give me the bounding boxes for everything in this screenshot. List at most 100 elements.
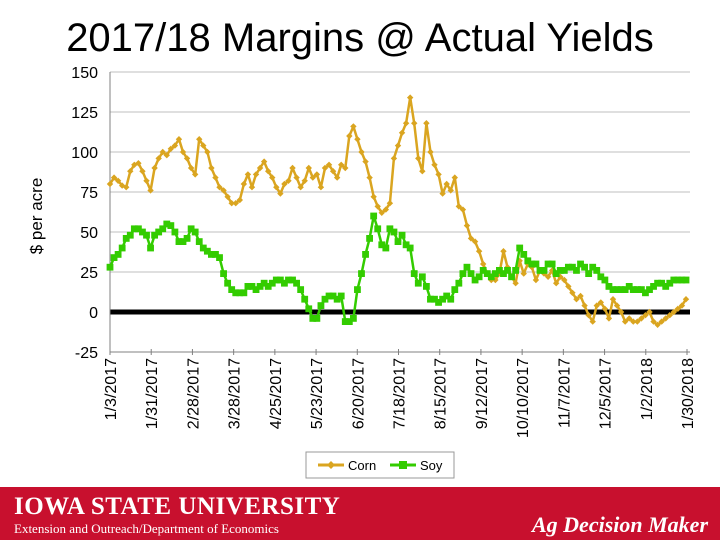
data-point-corn xyxy=(654,321,661,328)
data-point-corn xyxy=(342,164,349,172)
data-point-corn xyxy=(650,318,657,325)
data-point-corn xyxy=(114,177,122,184)
data-point-corn xyxy=(626,315,633,322)
data-point-soy xyxy=(577,260,584,268)
data-point-soy xyxy=(597,273,605,281)
university-wordmark: Iowa State University xyxy=(14,493,341,520)
data-point-corn xyxy=(338,161,345,168)
data-point-corn xyxy=(435,171,442,178)
data-point-corn xyxy=(638,315,645,322)
y-tick-label: 0 xyxy=(89,305,98,322)
data-point-corn xyxy=(354,136,361,143)
margins-chart: -25 0 25 50 75 100 125 150 1/3/2017 1/31/2017 2/28… xyxy=(27,65,697,479)
data-point-corn xyxy=(123,184,130,191)
data-point-soy xyxy=(179,238,187,245)
data-point-soy xyxy=(151,231,159,239)
data-point-corn xyxy=(171,142,179,149)
data-point-soy xyxy=(682,276,690,284)
data-point-soy xyxy=(187,225,195,233)
data-point-corn xyxy=(447,187,454,194)
data-point-corn xyxy=(411,120,418,127)
data-point-soy xyxy=(155,228,163,236)
data-point-corn xyxy=(159,148,166,156)
data-point-corn xyxy=(220,187,227,194)
data-point-corn xyxy=(370,193,377,200)
data-point-soy xyxy=(629,286,637,293)
data-point-corn xyxy=(439,190,446,197)
data-point-soy xyxy=(256,283,264,290)
data-point-corn xyxy=(471,238,479,245)
data-point-soy xyxy=(637,286,645,293)
data-point-corn xyxy=(378,209,385,216)
data-point-corn xyxy=(333,174,341,181)
data-point-soy xyxy=(666,279,674,287)
data-point-soy xyxy=(471,276,479,284)
x-tick-label: 3/28/2017 xyxy=(227,358,244,429)
data-point-corn xyxy=(475,248,483,255)
data-point-soy xyxy=(678,276,686,284)
data-point-soy xyxy=(613,286,621,293)
data-point-soy xyxy=(573,267,580,274)
data-point-soy xyxy=(621,286,629,293)
data-point-corn xyxy=(467,235,475,242)
data-point-corn xyxy=(139,168,146,175)
data-point-corn xyxy=(313,171,321,178)
data-point-corn xyxy=(621,318,629,325)
data-point-corn xyxy=(106,180,114,188)
data-point-corn xyxy=(662,315,669,322)
data-point-corn xyxy=(585,312,592,319)
department-name: Extension and Outreach/Department of Eco… xyxy=(14,521,279,536)
data-point-soy xyxy=(325,292,333,300)
data-point-soy xyxy=(605,283,613,290)
series-corn xyxy=(106,94,690,328)
data-point-soy xyxy=(520,251,528,258)
data-point-soy xyxy=(329,292,337,300)
data-point-corn xyxy=(362,158,369,165)
data-point-soy xyxy=(349,315,357,322)
data-point-corn xyxy=(200,142,207,149)
data-point-corn xyxy=(281,180,288,188)
data-point-soy xyxy=(483,270,491,277)
data-point-soy xyxy=(540,267,548,274)
data-point-soy xyxy=(589,263,597,271)
data-point-corn xyxy=(415,155,422,162)
data-point-soy xyxy=(276,276,284,284)
data-point-soy xyxy=(281,279,288,287)
data-point-corn xyxy=(143,177,150,184)
data-point-corn xyxy=(500,248,507,255)
data-point-corn xyxy=(317,184,325,191)
data-point-soy xyxy=(569,263,576,271)
data-point-soy xyxy=(658,279,666,287)
data-point-corn xyxy=(552,280,560,287)
axes xyxy=(109,72,690,355)
data-point-corn xyxy=(196,136,203,143)
data-point-soy xyxy=(500,270,507,277)
data-point-soy xyxy=(232,289,240,297)
data-point-soy xyxy=(345,318,353,325)
data-point-soy xyxy=(244,283,252,290)
data-point-soy xyxy=(455,279,463,287)
data-point-soy xyxy=(163,220,171,228)
data-point-soy xyxy=(126,231,134,239)
data-point-soy xyxy=(313,315,321,322)
data-point-soy xyxy=(459,270,467,277)
data-point-corn xyxy=(269,174,276,181)
data-point-soy xyxy=(321,295,329,303)
data-point-soy xyxy=(374,225,382,233)
data-point-corn xyxy=(678,302,686,309)
data-point-soy xyxy=(390,228,398,236)
data-point-corn xyxy=(569,289,576,296)
data-point-soy xyxy=(134,225,142,233)
data-point-corn xyxy=(666,312,673,319)
data-point-soy xyxy=(398,231,406,239)
data-point-corn xyxy=(301,177,308,184)
data-point-corn xyxy=(297,184,304,191)
y-tick-label: 50 xyxy=(80,225,98,242)
data-point-corn xyxy=(402,120,410,127)
data-point-soy xyxy=(475,273,483,281)
data-point-soy xyxy=(272,276,280,284)
data-point-corn xyxy=(642,312,649,319)
data-point-soy xyxy=(394,238,402,245)
data-point-soy xyxy=(143,231,150,239)
footer-band xyxy=(0,487,720,540)
